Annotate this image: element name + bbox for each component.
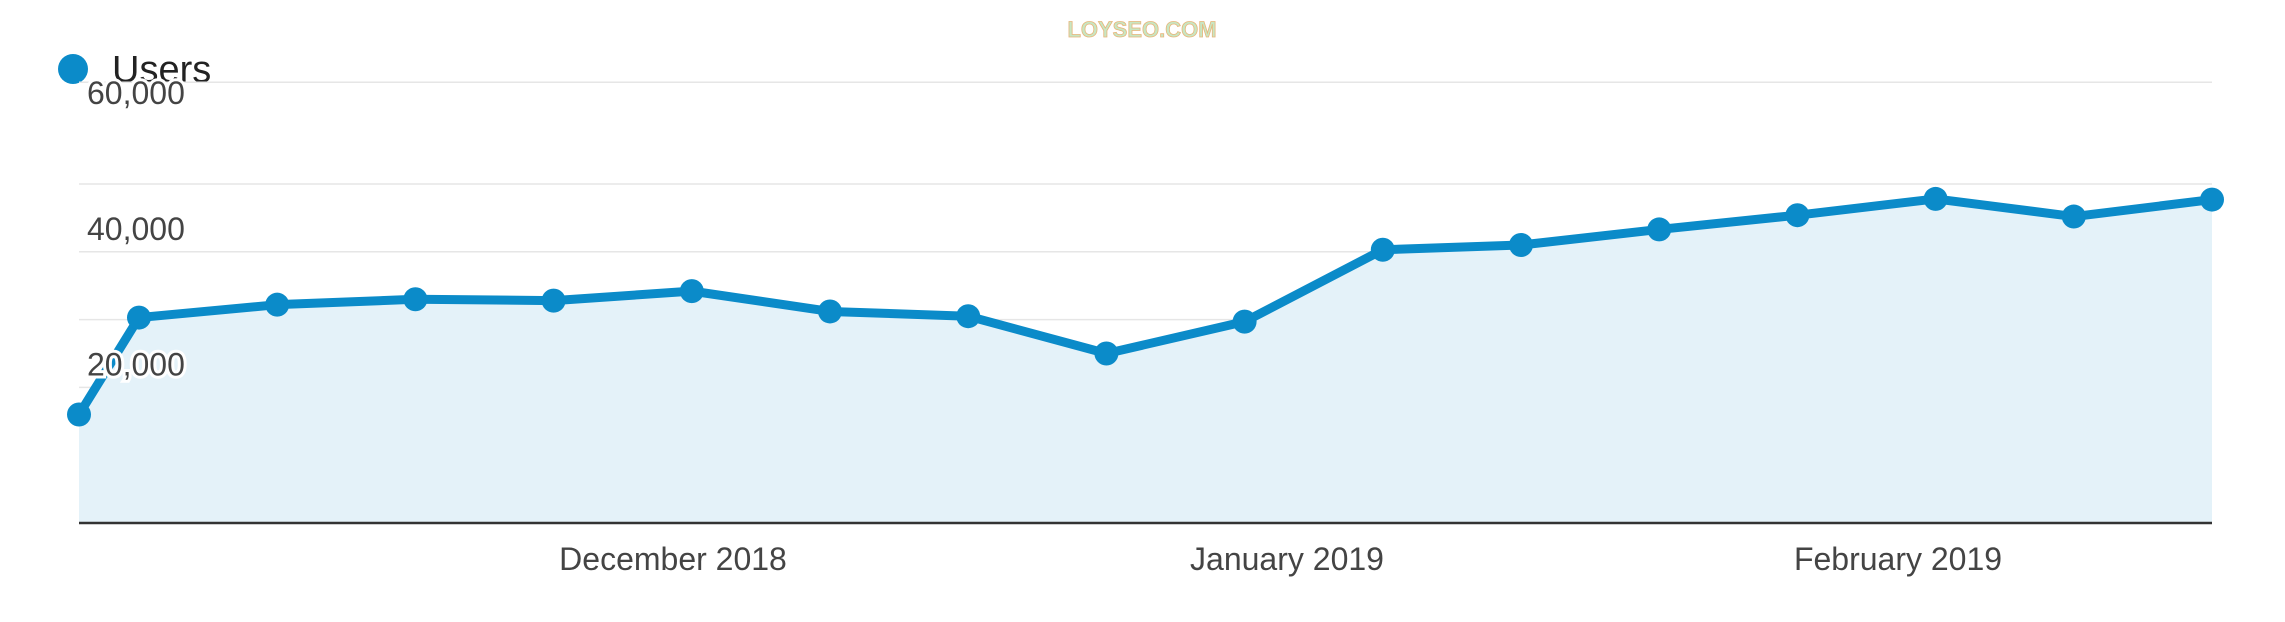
data-point[interactable] [818,299,842,324]
x-tick-label: February 2019 [1794,541,2002,577]
users-area [79,198,2212,523]
y-tick-label: 60,000 [87,75,185,111]
data-point[interactable] [1232,309,1257,334]
data-point[interactable] [265,292,290,317]
y-tick-label: 40,000 [87,211,185,247]
data-point[interactable] [541,288,566,313]
legend: Users [58,49,211,91]
legend-marker-users [58,54,88,84]
data-point[interactable] [1509,233,1533,258]
data-point[interactable] [679,279,704,304]
y-tick-label: 20,000 [87,346,185,382]
data-point[interactable] [2061,204,2086,229]
data-point[interactable] [127,305,151,330]
watermark: LOYSEO.COM [1067,17,1216,42]
data-point[interactable] [1923,186,1948,211]
data-point[interactable] [1370,237,1395,262]
data-point[interactable] [1094,341,1119,366]
x-tick-label: December 2018 [559,541,787,577]
x-tick-label: January 2019 [1190,541,1384,577]
data-point[interactable] [67,402,91,427]
y-axis-labels: 20,000 40,000 60,000 [84,72,188,385]
area-fill [79,198,2212,523]
data-point[interactable] [956,304,981,329]
data-point[interactable] [1647,217,1672,242]
data-point[interactable] [403,287,428,312]
data-point[interactable] [1785,203,1810,228]
x-axis-labels: December 2018 January 2019 February 2019 [559,541,2002,577]
data-points [67,186,2224,427]
data-point[interactable] [2200,187,2224,212]
legend-label-users: Users [112,49,211,91]
